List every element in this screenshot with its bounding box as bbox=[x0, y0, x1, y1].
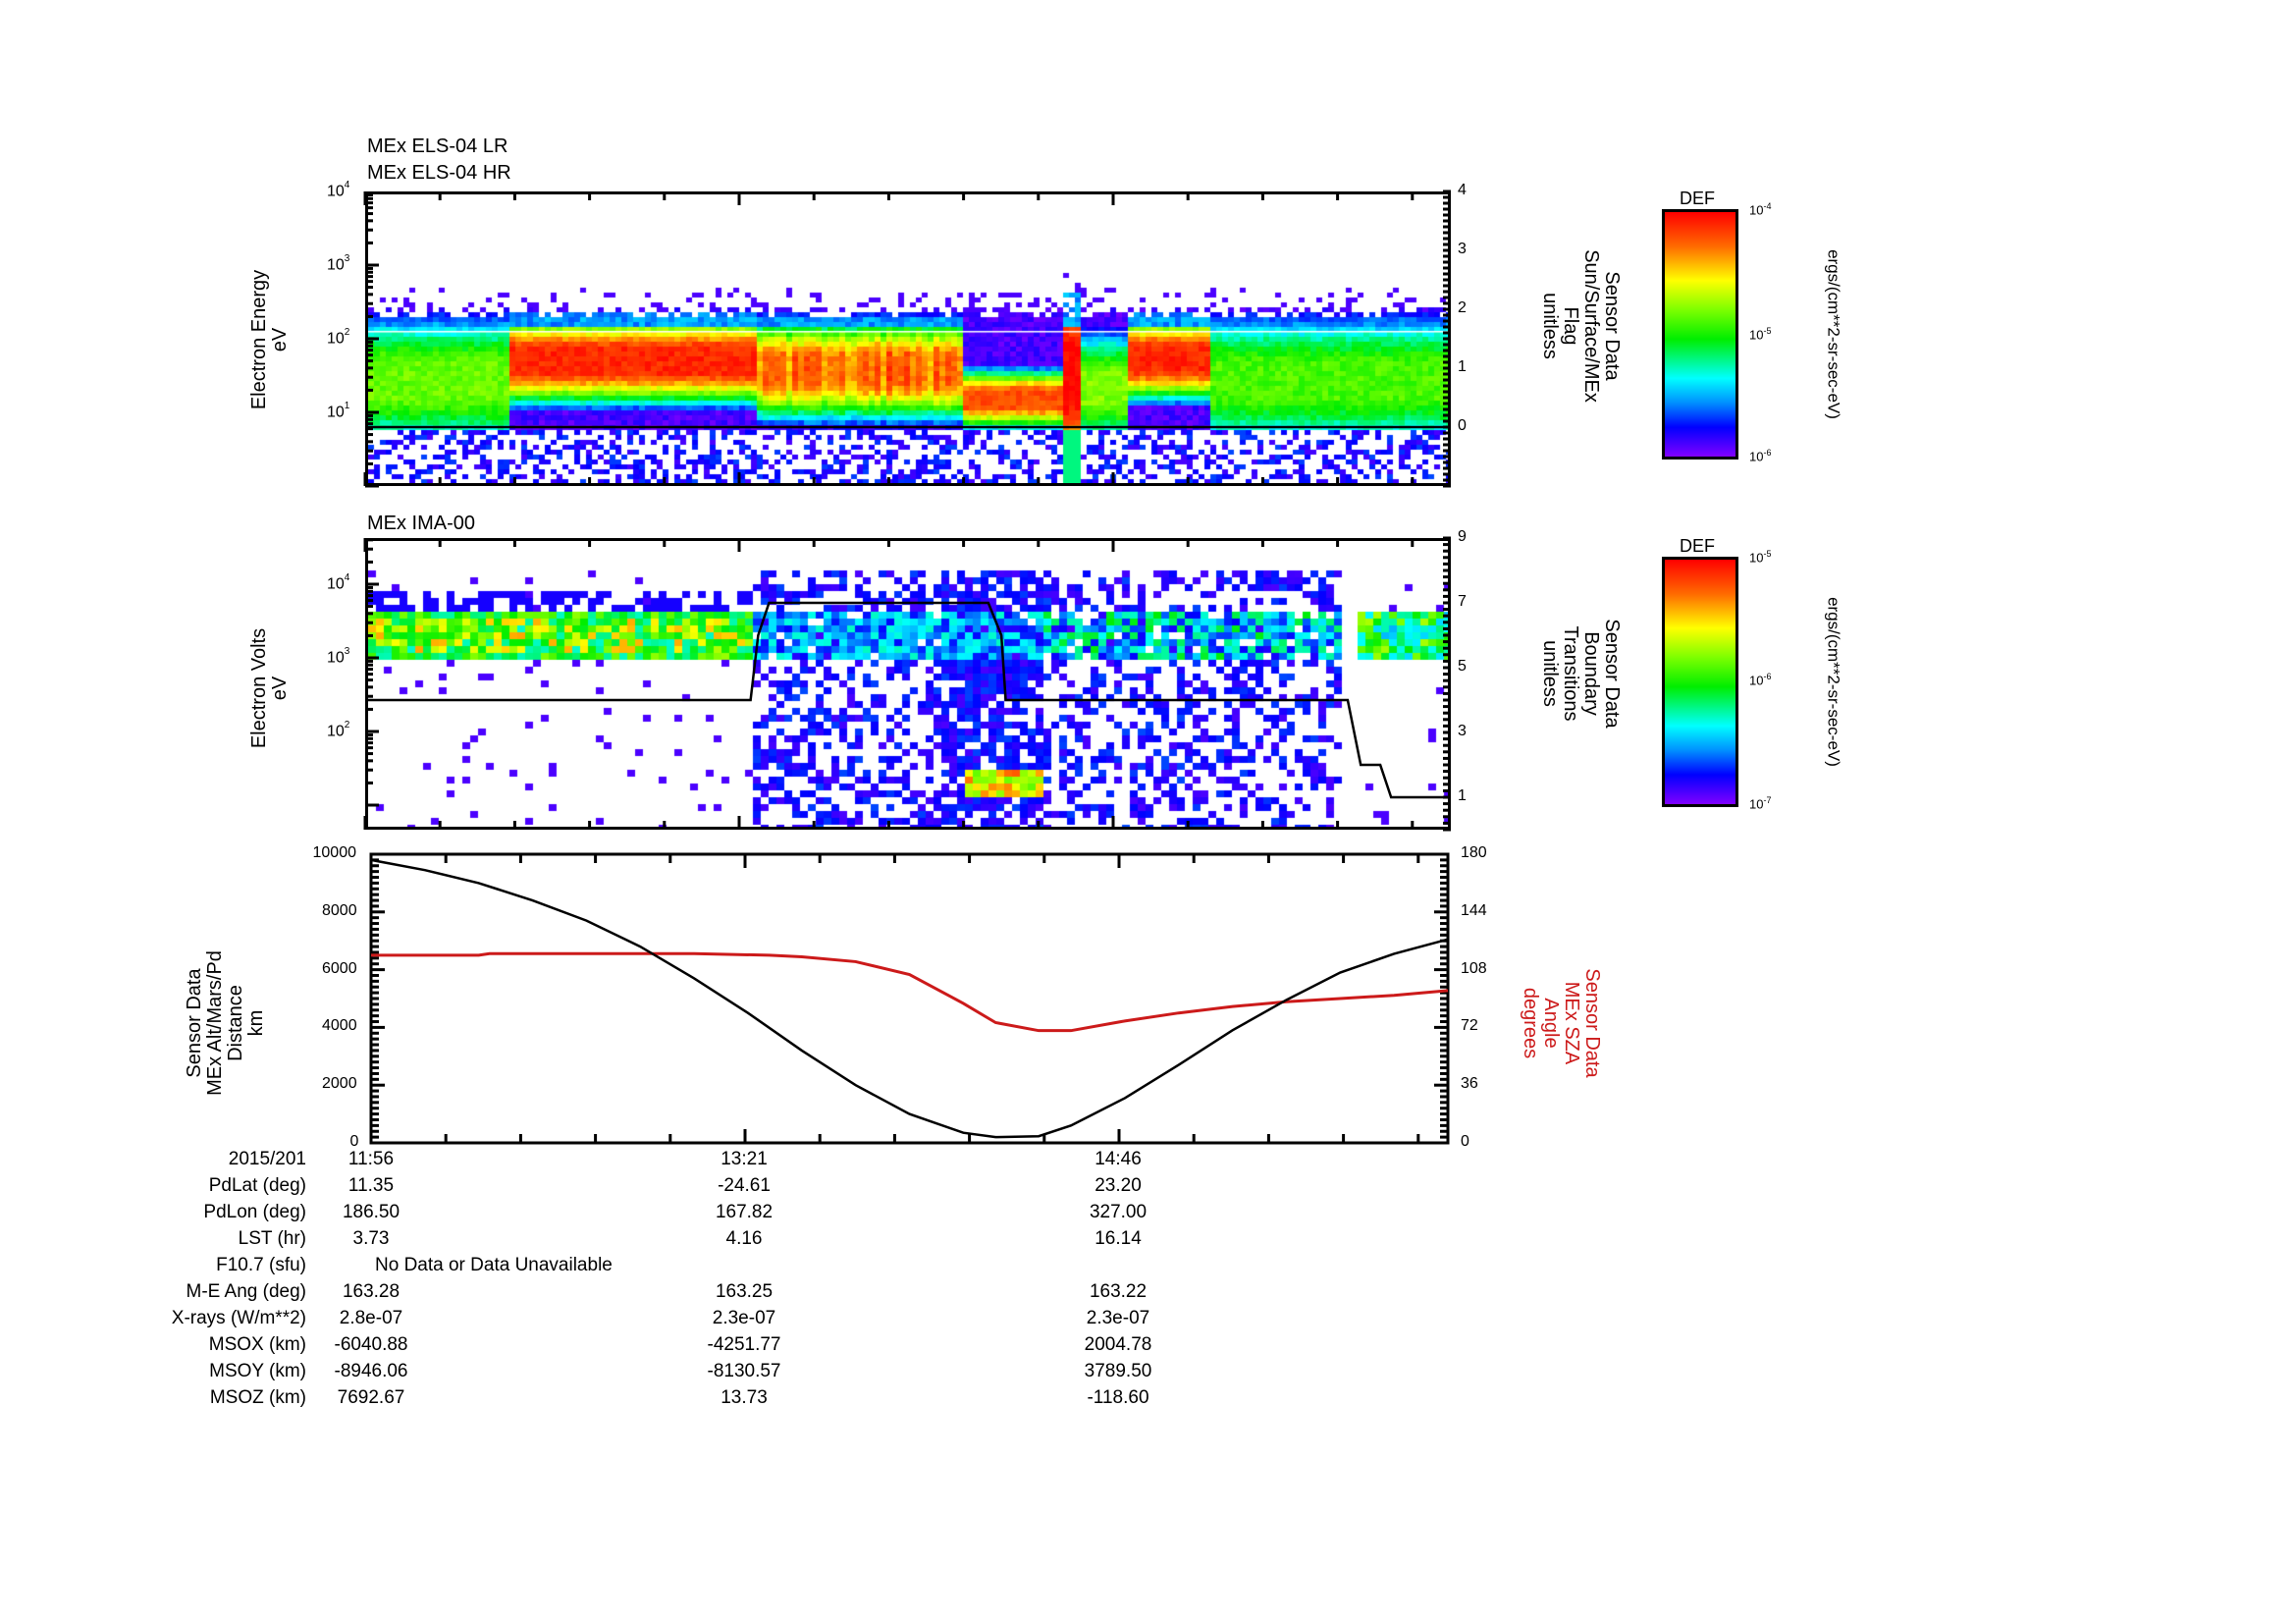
panel3-left-tick: 0 bbox=[349, 1133, 359, 1150]
panel1-left-axis-label: Electron Energy eV bbox=[248, 269, 291, 410]
colorbar2-title: DEF bbox=[1680, 536, 1715, 556]
panel3-right-tick: 72 bbox=[1461, 1017, 1478, 1035]
ephemeris-row-value: 186.50 bbox=[342, 1202, 400, 1222]
colorbar2-tick-max: 10-5 bbox=[1749, 549, 1772, 566]
panel1-right-tick: 4 bbox=[1458, 182, 1467, 198]
colorbar2-tick-mid: 10-6 bbox=[1749, 672, 1772, 688]
panel3-left-tick: 2000 bbox=[322, 1075, 357, 1093]
panel1-right-tick: 0 bbox=[1458, 417, 1467, 434]
ephemeris-row-label: PdLon (deg) bbox=[203, 1202, 306, 1222]
date-label: 2015/201 bbox=[228, 1149, 306, 1169]
panel3-right-tick: 144 bbox=[1461, 901, 1487, 919]
panel1-title-hr: MEx ELS-04 HR bbox=[367, 162, 511, 184]
panel1-heatmap bbox=[368, 194, 1448, 483]
panel2-right-axis-label: Sensor Data Boundary Transitions unitless bbox=[1539, 619, 1623, 729]
ephemeris-row-value: 13.73 bbox=[721, 1387, 768, 1408]
panel1-right-tick: 2 bbox=[1458, 299, 1467, 316]
colorbar1-units: ergs/(cm**2-sr-sec-eV) bbox=[1824, 249, 1843, 419]
panel3-left-tick: 6000 bbox=[322, 959, 357, 977]
colorbar2-units: ergs/(cm**2-sr-sec-eV) bbox=[1824, 597, 1843, 767]
ephemeris-row-value: 2.8e-07 bbox=[339, 1308, 403, 1328]
ephemeris-row-value: 167.82 bbox=[715, 1202, 774, 1222]
panel2-spectrogram bbox=[365, 538, 1451, 830]
colorbar2-tick-min: 10-7 bbox=[1749, 795, 1772, 812]
panel2-left-axis-label: Electron Volts eV bbox=[248, 627, 291, 749]
panel1-axes-overlay bbox=[363, 189, 1451, 488]
ephemeris-row-value: 2.3e-07 bbox=[1086, 1308, 1150, 1328]
ephemeris-row-label: MSOZ (km) bbox=[209, 1387, 306, 1408]
ephemeris-row-value: 2.3e-07 bbox=[712, 1308, 776, 1328]
ephemeris-row-value: 163.22 bbox=[1089, 1281, 1148, 1302]
panel2-right-tick: 9 bbox=[1458, 528, 1467, 545]
time-tick-1: 13:21 bbox=[721, 1149, 768, 1169]
panel2-heatmap bbox=[368, 541, 1448, 827]
panel3-left-axis-label: Sensor Data MEx Alt/Mars/Pd Distance km bbox=[184, 950, 267, 1096]
ephemeris-row-label: PdLat (deg) bbox=[208, 1175, 306, 1196]
ephemeris-row-value: -4251.77 bbox=[707, 1334, 781, 1355]
panel3-right-tick: 0 bbox=[1461, 1133, 1469, 1150]
panel2-left-tick: 102 bbox=[327, 720, 350, 740]
time-tick-2: 14:46 bbox=[1095, 1149, 1142, 1169]
panel2-left-tick: 104 bbox=[327, 572, 350, 593]
panel2-right-tick: 1 bbox=[1458, 787, 1467, 804]
time-tick-0: 11:56 bbox=[347, 1149, 395, 1169]
panel3-right-axis-label: Sensor Data MEx SZA Angle degrees bbox=[1520, 968, 1603, 1078]
panel3-right-tick: 36 bbox=[1461, 1075, 1478, 1093]
ephemeris-row-value: 4.16 bbox=[725, 1228, 763, 1249]
ephemeris-row-value: -24.61 bbox=[718, 1175, 771, 1196]
panel2-right-tick: 7 bbox=[1458, 593, 1467, 610]
colorbar1 bbox=[1662, 209, 1738, 460]
panel1-left-tick: 102 bbox=[327, 327, 350, 348]
ephemeris-row-label: MSOX (km) bbox=[208, 1334, 306, 1355]
panel2-axes-overlay bbox=[363, 536, 1451, 832]
ephemeris-row-value: 327.00 bbox=[1089, 1202, 1148, 1222]
ephemeris-row-value: 163.28 bbox=[342, 1281, 400, 1302]
panel3-left-tick: 10000 bbox=[312, 844, 357, 861]
ephemeris-row-value: 7692.67 bbox=[337, 1387, 405, 1408]
ephemeris-row-value: -6040.88 bbox=[334, 1334, 408, 1355]
ephemeris-row-label: F10.7 (sfu) bbox=[216, 1255, 306, 1275]
panel3-left-tick: 8000 bbox=[322, 901, 357, 919]
ephemeris-row-label: MSOY (km) bbox=[209, 1361, 306, 1381]
panel2-right-tick: 5 bbox=[1458, 658, 1467, 675]
ephemeris-row-note: No Data or Data Unavailable bbox=[375, 1255, 613, 1275]
ephemeris-row-value: -8946.06 bbox=[334, 1361, 408, 1381]
ephemeris-row-label: LST (hr) bbox=[238, 1228, 306, 1249]
panel3-line-chart bbox=[369, 852, 1450, 1145]
panel2-left-tick: 103 bbox=[327, 646, 350, 667]
panel1-left-tick: 104 bbox=[327, 180, 350, 200]
ephemeris-row-value: -118.60 bbox=[1087, 1387, 1149, 1408]
panel1-right-tick: 1 bbox=[1458, 358, 1467, 375]
colorbar1-tick-min: 10-6 bbox=[1749, 448, 1772, 464]
ephemeris-row-value: 3789.50 bbox=[1084, 1361, 1152, 1381]
ephemeris-row-label: M-E Ang (deg) bbox=[186, 1281, 307, 1302]
ephemeris-row-value: 23.20 bbox=[1095, 1175, 1142, 1196]
panel1-left-tick: 103 bbox=[327, 253, 350, 274]
panel1-spectrogram bbox=[365, 191, 1451, 486]
ephemeris-row-value: 3.73 bbox=[352, 1228, 390, 1249]
ephemeris-row-value: 2004.78 bbox=[1084, 1334, 1152, 1355]
ephemeris-row-value: -8130.57 bbox=[707, 1361, 781, 1381]
panel3-left-tick: 4000 bbox=[322, 1017, 357, 1035]
panel3-right-tick: 180 bbox=[1461, 844, 1487, 861]
panel1-right-axis-label: Sensor Data Sun/Surface/MEx Flag unitless bbox=[1539, 249, 1623, 403]
panel1-right-tick: 3 bbox=[1458, 241, 1467, 257]
ephemeris-row-value: 16.14 bbox=[1095, 1228, 1142, 1249]
panel2-title: MEx IMA-00 bbox=[367, 513, 476, 534]
colorbar2 bbox=[1662, 557, 1738, 807]
ephemeris-row-value: 163.25 bbox=[715, 1281, 774, 1302]
ephemeris-row-value: 11.35 bbox=[347, 1175, 395, 1196]
panel1-left-tick: 101 bbox=[327, 401, 350, 421]
colorbar1-title: DEF bbox=[1680, 189, 1715, 208]
panel3-right-tick: 108 bbox=[1461, 959, 1487, 977]
panel2-right-tick: 3 bbox=[1458, 723, 1467, 739]
colorbar1-tick-max: 10-4 bbox=[1749, 201, 1772, 218]
colorbar1-tick-mid: 10-5 bbox=[1749, 326, 1772, 343]
ephemeris-row-label: X-rays (W/m**2) bbox=[171, 1308, 306, 1328]
panel1-title-lr: MEx ELS-04 LR bbox=[367, 135, 508, 157]
